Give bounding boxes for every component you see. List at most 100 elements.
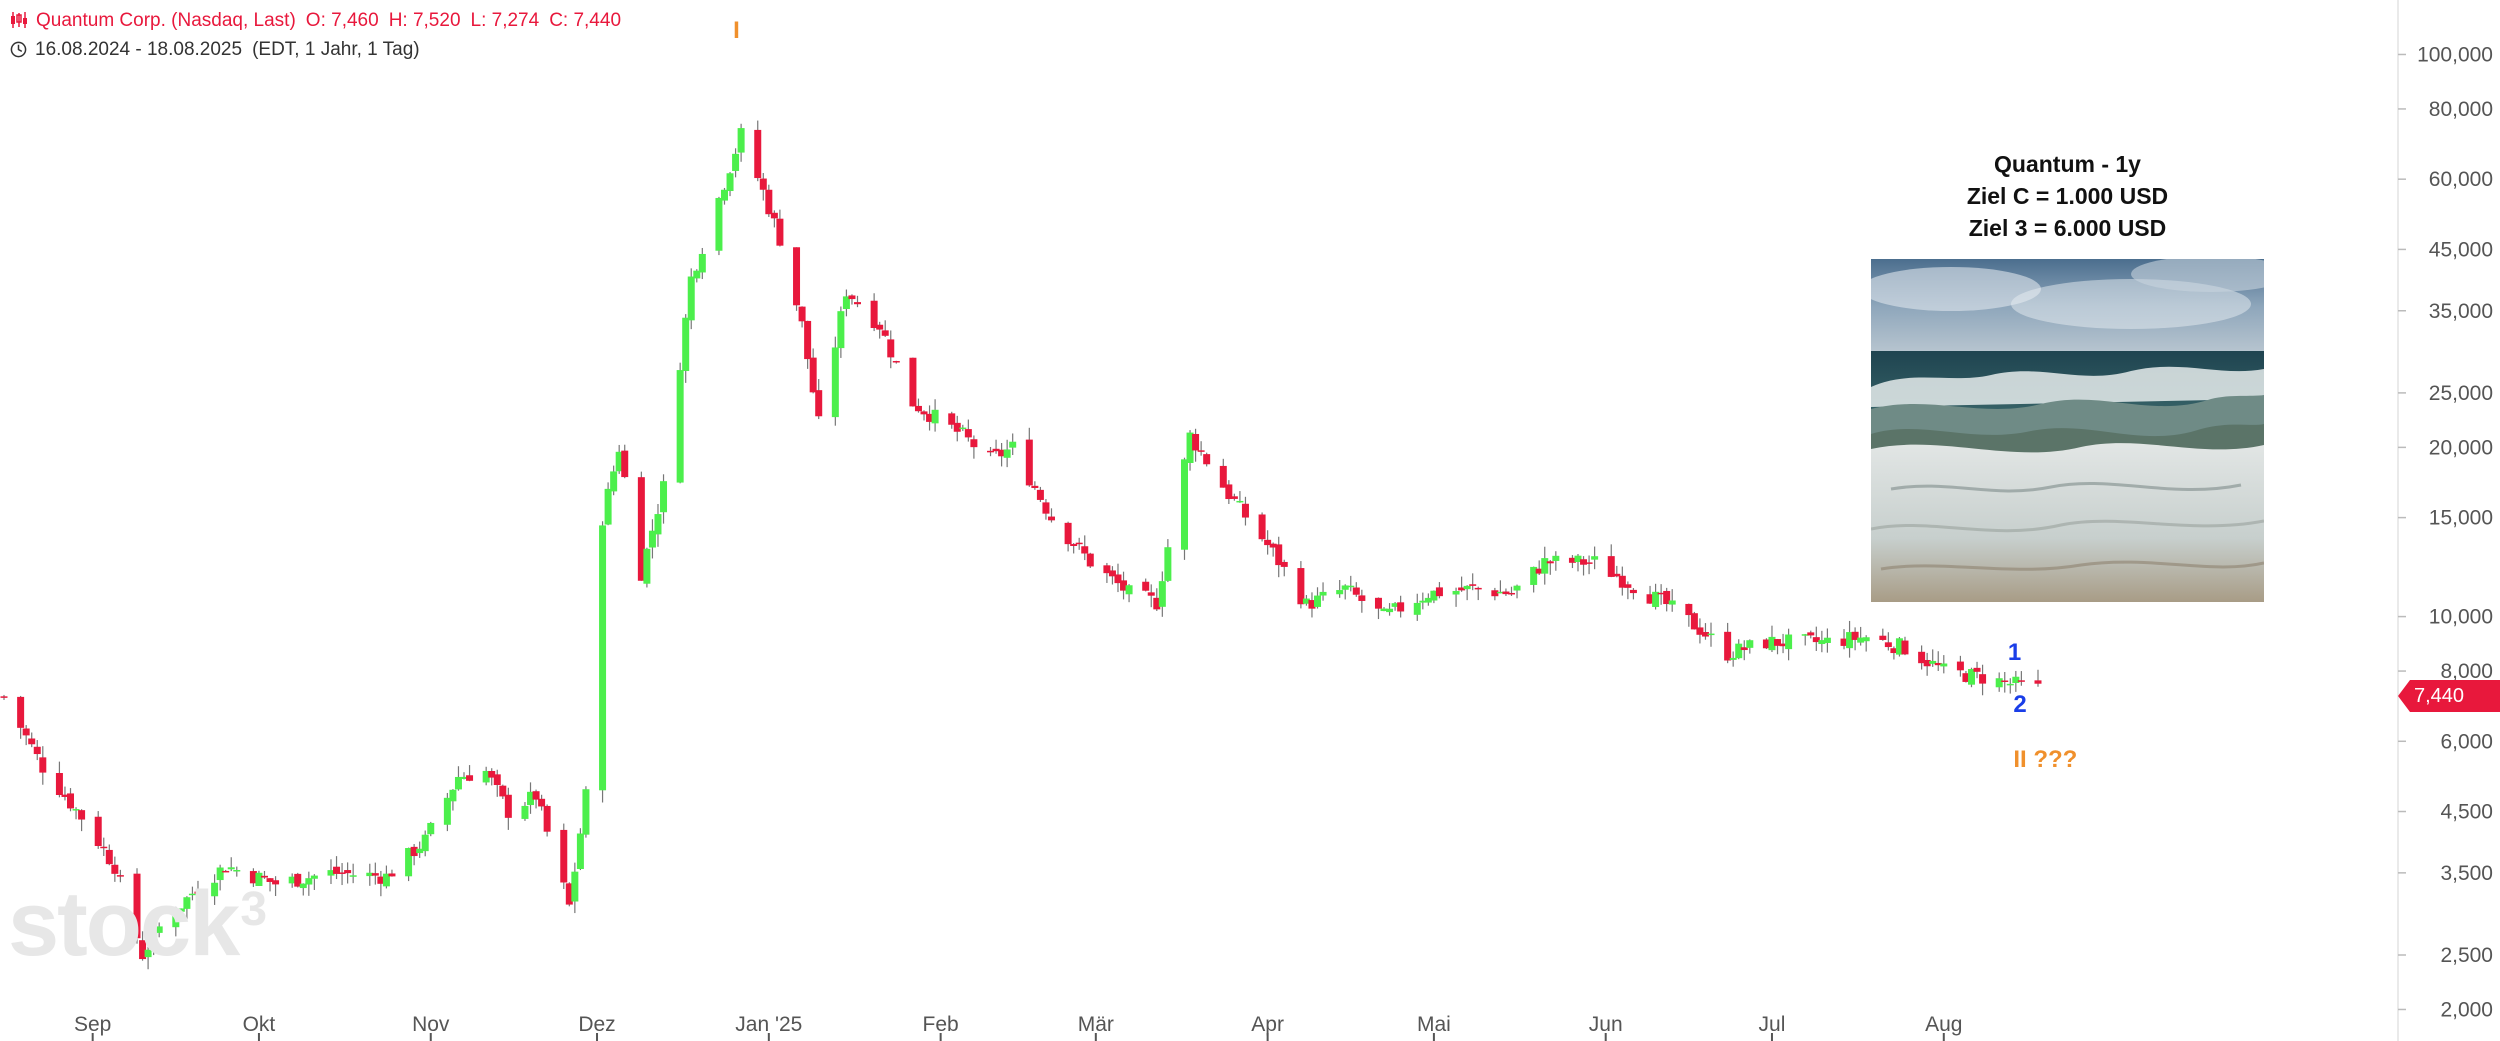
candle-down [637, 477, 645, 581]
chart-settings: (EDT, 1 Jahr, 1 Tag) [252, 39, 420, 60]
candle-down [1474, 587, 1482, 590]
candle-down [1607, 556, 1615, 577]
candle-down [1491, 590, 1499, 597]
candle-down [1701, 632, 1709, 637]
y-tick-label: 4,500 [2440, 801, 2493, 824]
candle-down [1258, 514, 1266, 540]
candle-up [726, 173, 734, 192]
candle-down [754, 129, 762, 179]
candle-down [1973, 667, 1981, 672]
date-range: 16.08.2024 - 18.08.2025 [35, 39, 243, 60]
candle-up [837, 311, 845, 349]
candle-up [648, 530, 656, 548]
candle-up [687, 276, 695, 321]
candle-down [1779, 643, 1787, 647]
candle-up [144, 949, 152, 958]
candle-down [1890, 648, 1898, 654]
candle-down [1956, 661, 1964, 671]
candle-up [155, 926, 163, 933]
candle-down [67, 793, 75, 809]
candle-up [676, 370, 684, 483]
candle-down [1308, 600, 1316, 609]
candle-up [1125, 585, 1133, 595]
candle-down [1807, 632, 1815, 636]
candle-up [660, 481, 668, 513]
x-tick-label: Nov [412, 1013, 450, 1036]
candle-up [1463, 585, 1471, 590]
candle-up [1314, 595, 1322, 607]
candle-down [1374, 597, 1382, 609]
candle-up [1652, 591, 1660, 607]
candle-up [1735, 643, 1743, 659]
candle-up [1823, 637, 1831, 643]
candle-down [249, 871, 257, 884]
candle-up [654, 514, 662, 535]
candle-up [1186, 432, 1194, 463]
candle-down [338, 872, 346, 874]
candle-up [1929, 660, 1937, 664]
candle-down [964, 429, 972, 438]
candle-up [172, 915, 180, 928]
candle-up [698, 253, 706, 273]
candle-down [876, 324, 884, 330]
candle-up [1768, 636, 1776, 651]
candle-up [460, 776, 468, 780]
candle-down [493, 774, 501, 786]
candle-down [1047, 516, 1055, 521]
candle-up [454, 776, 462, 790]
y-tick-label: 10,000 [2429, 606, 2493, 629]
candle-up [1319, 591, 1327, 596]
candle-down [998, 449, 1006, 457]
candle-down [377, 876, 385, 884]
candle-down [504, 794, 512, 818]
y-tick-label: 2,000 [2440, 998, 2493, 1021]
candle-up [1391, 603, 1399, 607]
candle-down [621, 450, 629, 478]
candle-down [926, 413, 934, 422]
candle-down [914, 405, 922, 412]
candle-down [55, 773, 63, 795]
candle-up [1180, 459, 1188, 550]
candle-up [1386, 608, 1394, 613]
wave-label: II ??? [2013, 746, 2078, 774]
y-tick-label: 25,000 [2429, 382, 2493, 405]
candle-down [0, 696, 8, 698]
candle-down [1352, 587, 1360, 595]
candle-up [1452, 590, 1460, 595]
candle-up [211, 882, 219, 897]
candle-down [1568, 557, 1576, 563]
candle-down [1740, 647, 1748, 651]
candle-up [1513, 585, 1521, 591]
candle-up [610, 471, 618, 492]
x-tick-label: Mai [1417, 1013, 1451, 1036]
candle-down [1629, 589, 1637, 594]
candle-up [416, 848, 424, 854]
x-tick-label: Okt [243, 1013, 276, 1036]
candle-down [1230, 496, 1238, 499]
candle-down [1269, 543, 1277, 548]
high-value: H: 7,520 [388, 10, 461, 31]
candle-down [770, 212, 778, 219]
x-tick-label: Dez [578, 1013, 615, 1036]
candle-up [327, 870, 335, 876]
candle-down [881, 330, 889, 336]
clock-icon [10, 41, 27, 58]
candle-down [1264, 539, 1272, 546]
candle-up [1336, 590, 1344, 595]
candle-down [1507, 592, 1515, 595]
candle-up [288, 876, 296, 884]
candle-down [1469, 584, 1477, 586]
candle-up [842, 296, 850, 310]
y-tick-label: 60,000 [2429, 168, 2493, 191]
candle-up [1818, 640, 1826, 645]
candle-down [272, 880, 280, 885]
candle-down [793, 247, 801, 306]
candle-up [1430, 590, 1438, 601]
candle-down [809, 357, 817, 393]
candle-up [150, 929, 158, 948]
candle-down [111, 864, 119, 874]
candle-down [466, 775, 474, 781]
last-price-value: 7,440 [2414, 685, 2465, 707]
candle-down [948, 413, 956, 425]
sea-waves-photo [1871, 259, 2264, 602]
